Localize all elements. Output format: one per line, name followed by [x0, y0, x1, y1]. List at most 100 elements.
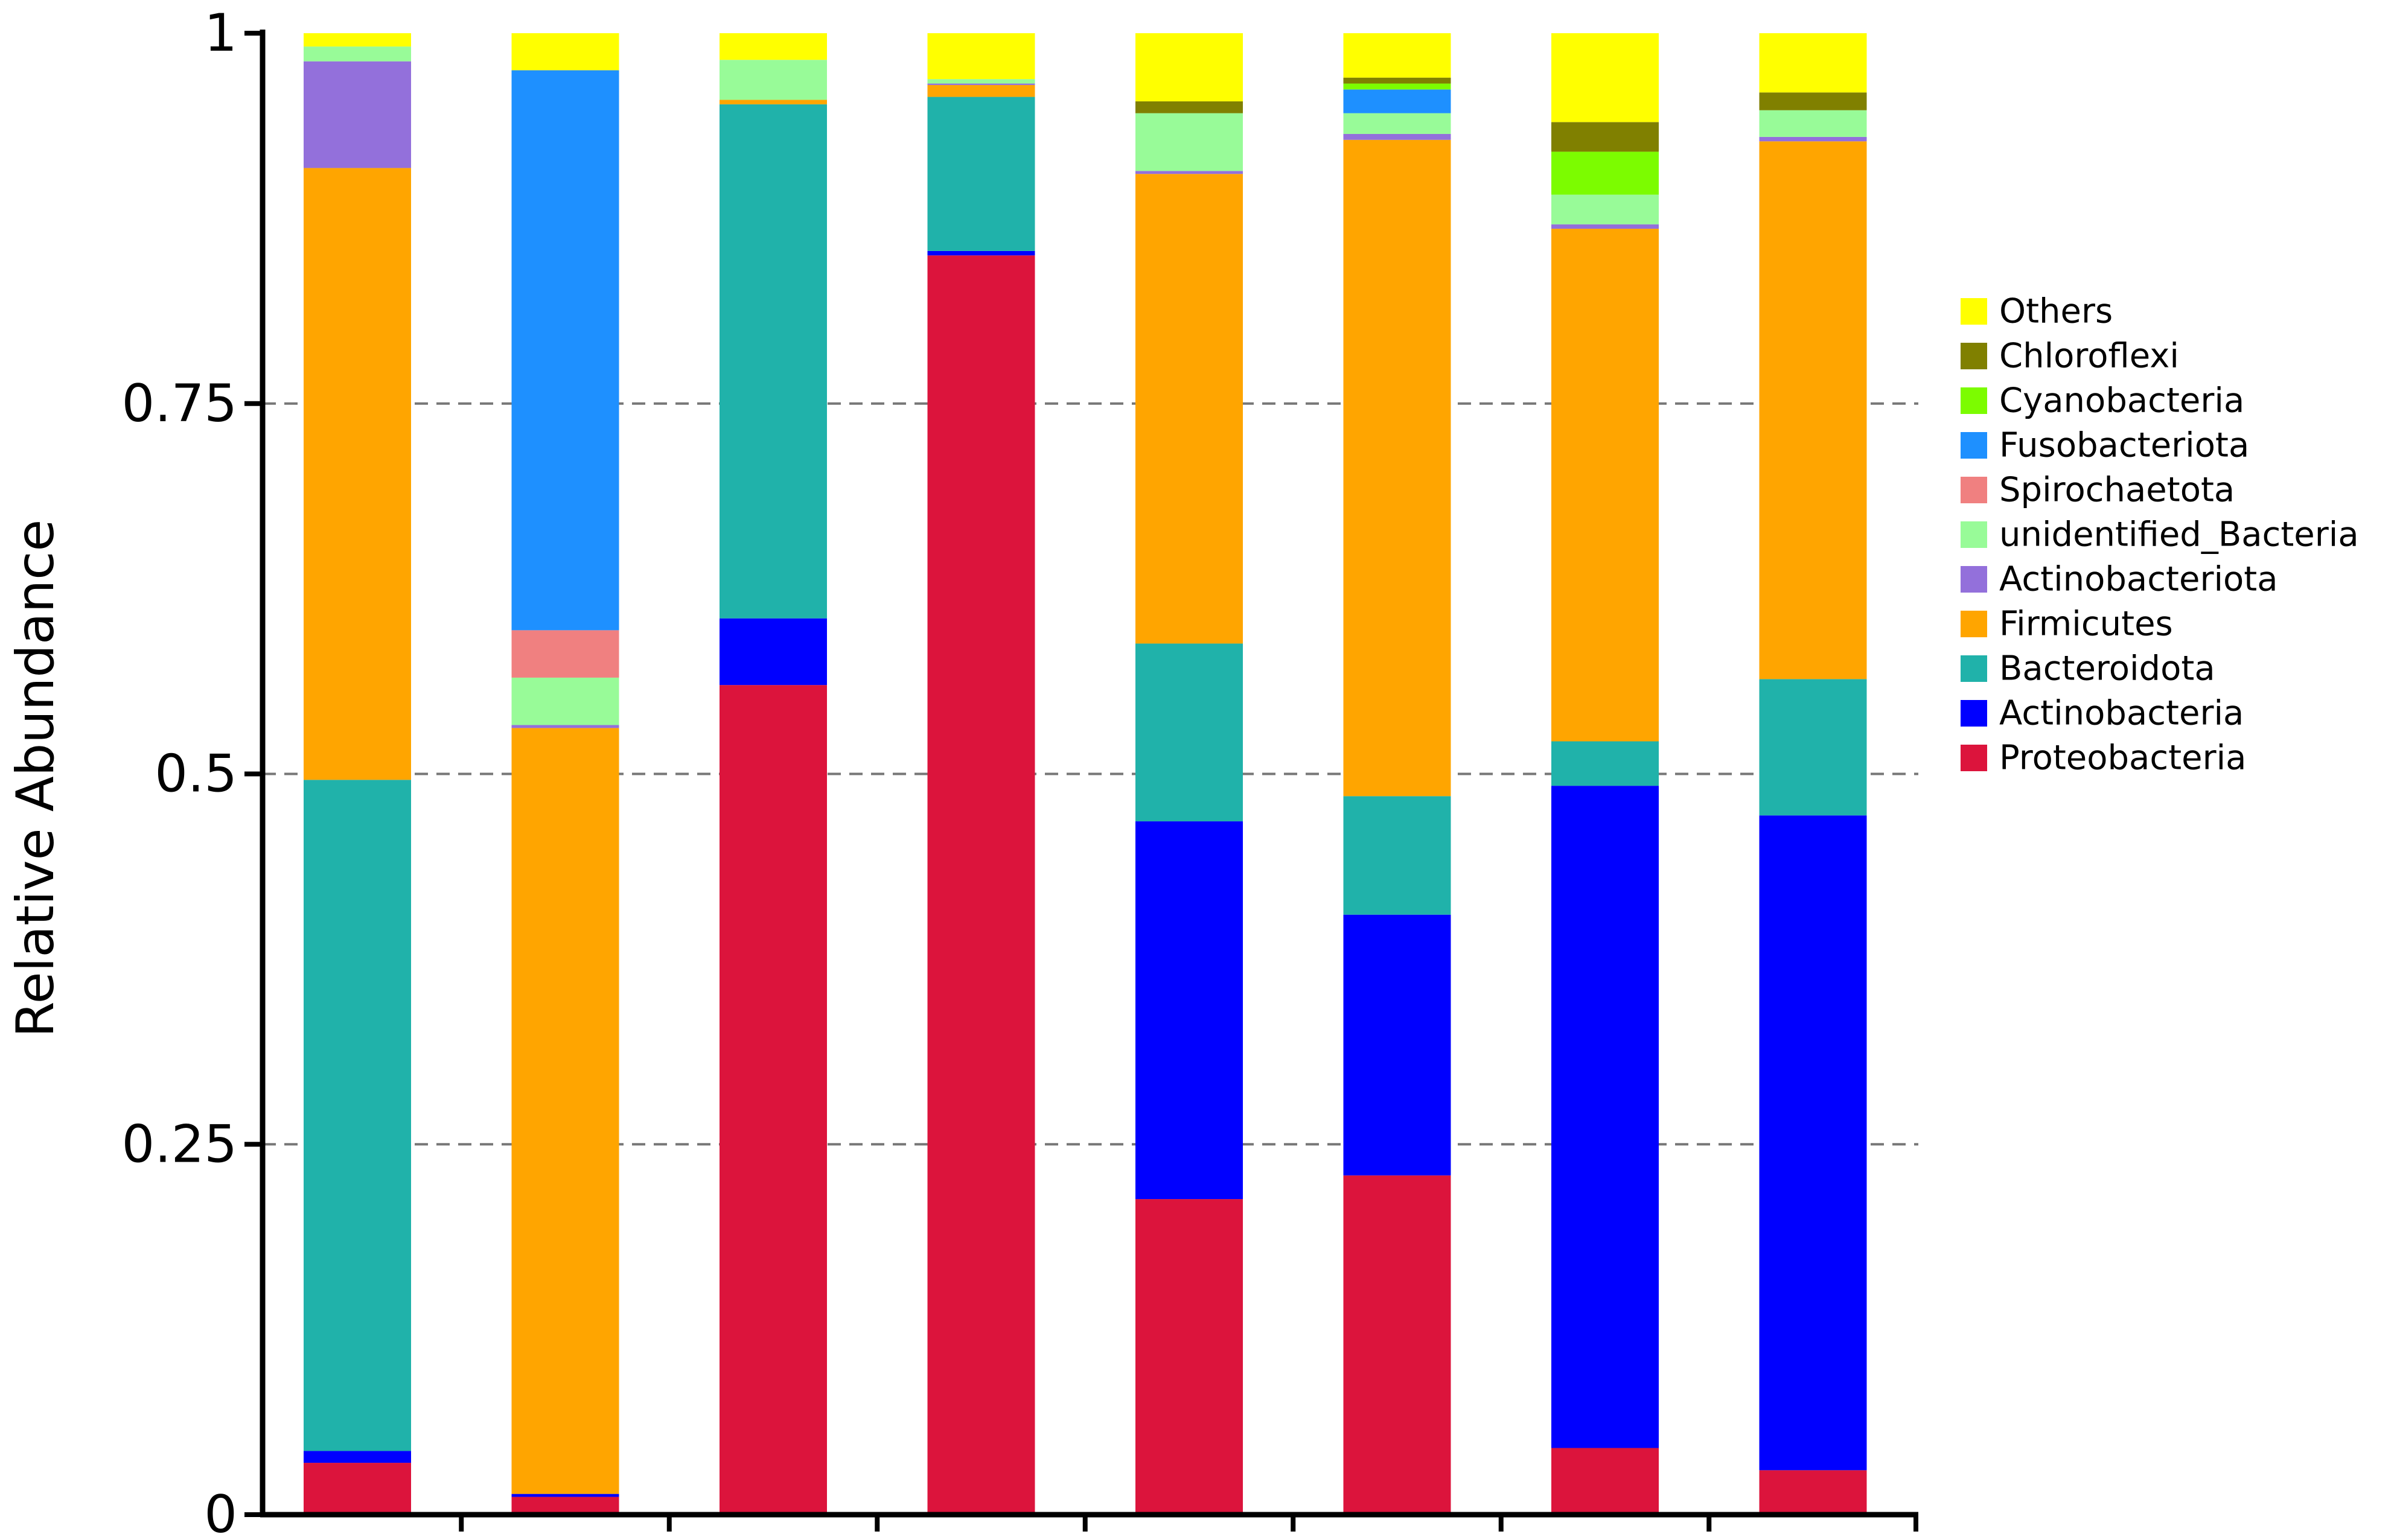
- bar-segment-6-actinobacteria: [1343, 914, 1451, 1176]
- bar-segment-8-firmicutes: [1759, 141, 1867, 679]
- bar-segment-1-others: [304, 33, 411, 47]
- bar-segment-3-actinobacteria: [720, 618, 827, 686]
- legend-item-bacteroidota: Bacteroidota: [1961, 649, 2215, 689]
- legend-item-actinobacteriota: Actinobacteriota: [1961, 560, 2278, 599]
- bar-segment-3-unidentified-bacteria: [720, 60, 827, 100]
- legend-label-others: Others: [1999, 292, 2113, 331]
- legend-label-bacteroidota: Bacteroidota: [1999, 649, 2215, 689]
- bar-stack-2: [511, 33, 619, 1515]
- bar-segment-6-bacteroidota: [1343, 796, 1451, 915]
- legend-label-proteobacteria: Proteobacteria: [1999, 739, 2246, 778]
- y-axis-title: Relative Abundance: [5, 520, 66, 1038]
- bar-segment-5-chloroflexi: [1135, 101, 1243, 113]
- bar-segment-5-bacteroidota: [1135, 643, 1243, 822]
- bar-segment-5-proteobacteria: [1135, 1199, 1243, 1515]
- bar-segment-5-unidentified-bacteria: [1135, 113, 1243, 171]
- bar-segment-1-firmicutes: [304, 168, 411, 780]
- legend-swatch-proteobacteria: [1961, 745, 1987, 771]
- bar-segment-4-actinobacteria: [927, 250, 1035, 256]
- bar-segment-1-actinobacteria: [304, 1451, 411, 1463]
- legend: Others Chloroflexi Cyanobacteria Fusobacter…: [1961, 292, 2359, 778]
- bar-segment-1-unidentified-bacteria: [304, 46, 411, 62]
- bar-segment-7-actinobacteria: [1551, 786, 1659, 1448]
- bar-segment-8-others: [1759, 33, 1867, 93]
- legend-swatch-fusobacteriota: [1961, 432, 1987, 459]
- legend-swatch-unidentified-bacteria: [1961, 521, 1987, 548]
- bar-segment-6-chloroflexi: [1343, 77, 1451, 84]
- bars: [304, 33, 1867, 1515]
- legend-label-fusobacteriota: Fusobacteriota: [1999, 426, 2249, 465]
- bar-stack-7: [1551, 33, 1659, 1515]
- bar-segment-6-firmicutes: [1343, 139, 1451, 797]
- bar-segment-4-proteobacteria: [927, 255, 1035, 1515]
- legend-label-cyanobacteria: Cyanobacteria: [1999, 381, 2244, 421]
- legend-swatch-actinobacteria: [1961, 700, 1987, 727]
- legend-swatch-spirochaetota: [1961, 477, 1987, 503]
- legend-item-others: Others: [1961, 292, 2113, 331]
- bar-segment-7-actinobacteriota: [1551, 224, 1659, 229]
- legend-item-proteobacteria: Proteobacteria: [1961, 739, 2246, 778]
- axes: 0 0.25 0.5 0.75 1: [122, 3, 1918, 1540]
- bar-segment-8-actinobacteria: [1759, 815, 1867, 1471]
- legend-label-unidentified-bacteria: unidentified_Bacteria: [1999, 515, 2359, 555]
- bar-stack-6: [1343, 33, 1451, 1515]
- legend-label-firmicutes: Firmicutes: [1999, 605, 2173, 644]
- legend-item-actinobacteria: Actinobacteria: [1961, 694, 2244, 733]
- bar-segment-8-bacteroidota: [1759, 679, 1867, 816]
- bar-segment-7-others: [1551, 33, 1659, 122]
- bar-segment-2-proteobacteria: [511, 1497, 619, 1515]
- bar-segment-6-actinobacteriota: [1343, 133, 1451, 140]
- bar-stack-5: [1135, 33, 1243, 1515]
- bar-segment-5-firmicutes: [1135, 174, 1243, 644]
- bar-segment-5-actinobacteria: [1135, 821, 1243, 1200]
- bar-segment-2-firmicutes: [511, 728, 619, 1494]
- bar-segment-2-others: [511, 33, 619, 71]
- legend-item-chloroflexi: Chloroflexi: [1961, 337, 2179, 376]
- bar-segment-3-firmicutes: [720, 100, 827, 104]
- bar-segment-2-spirochaetota: [511, 630, 619, 678]
- bar-segment-8-chloroflexi: [1759, 92, 1867, 110]
- legend-swatch-actinobacteriota: [1961, 566, 1987, 593]
- bar-segment-6-cyanobacteria: [1343, 83, 1451, 90]
- legend-item-unidentified-bacteria: unidentified_Bacteria: [1961, 515, 2359, 555]
- legend-item-cyanobacteria: Cyanobacteria: [1961, 381, 2244, 421]
- bar-segment-1-bacteroidota: [304, 780, 411, 1451]
- legend-item-fusobacteriota: Fusobacteriota: [1961, 426, 2249, 465]
- legend-swatch-chloroflexi: [1961, 343, 1987, 369]
- bar-segment-2-actinobacteria: [511, 1494, 619, 1497]
- bar-stack-8: [1759, 33, 1867, 1515]
- bar-segment-7-unidentified-bacteria: [1551, 194, 1659, 224]
- legend-swatch-cyanobacteria: [1961, 387, 1987, 414]
- bar-segment-8-actinobacteriota: [1759, 136, 1867, 142]
- legend-swatch-bacteroidota: [1961, 655, 1987, 682]
- bar-segment-1-proteobacteria: [304, 1463, 411, 1515]
- legend-swatch-firmicutes: [1961, 611, 1987, 637]
- y-tick-label-0: 0: [204, 1484, 237, 1540]
- legend-item-firmicutes: Firmicutes: [1961, 605, 2173, 644]
- bar-segment-2-fusobacteriota: [511, 70, 619, 631]
- bar-segment-7-chloroflexi: [1551, 122, 1659, 152]
- bar-segment-1-actinobacteriota: [304, 61, 411, 168]
- bar-segment-8-unidentified-bacteria: [1759, 110, 1867, 137]
- bar-segment-5-others: [1135, 33, 1243, 101]
- bar-segment-6-fusobacteriota: [1343, 89, 1451, 113]
- legend-item-spirochaetota: Spirochaetota: [1961, 471, 2235, 510]
- bar-segment-7-proteobacteria: [1551, 1448, 1659, 1515]
- gridlines: [263, 402, 1918, 1146]
- bar-stack-3: [720, 33, 827, 1515]
- bar-segment-3-others: [720, 33, 827, 60]
- y-tick-label-2: 0.5: [155, 744, 237, 804]
- y-tick-label-3: 0.75: [122, 374, 237, 434]
- bar-segment-4-unidentified-bacteria: [927, 79, 1035, 84]
- legend-swatch-others: [1961, 298, 1987, 325]
- bar-segment-7-bacteroidota: [1551, 741, 1659, 786]
- y-tick-label-1: 0.25: [122, 1114, 237, 1174]
- bar-segment-6-proteobacteria: [1343, 1175, 1451, 1515]
- bar-segment-3-proteobacteria: [720, 685, 827, 1515]
- bar-stack-4: [927, 33, 1035, 1515]
- bar-segment-6-unidentified-bacteria: [1343, 113, 1451, 134]
- bar-segment-6-others: [1343, 33, 1451, 78]
- bar-segment-2-unidentified-bacteria: [511, 677, 619, 725]
- bar-segment-4-bacteroidota: [927, 97, 1035, 251]
- bar-segment-4-others: [927, 33, 1035, 80]
